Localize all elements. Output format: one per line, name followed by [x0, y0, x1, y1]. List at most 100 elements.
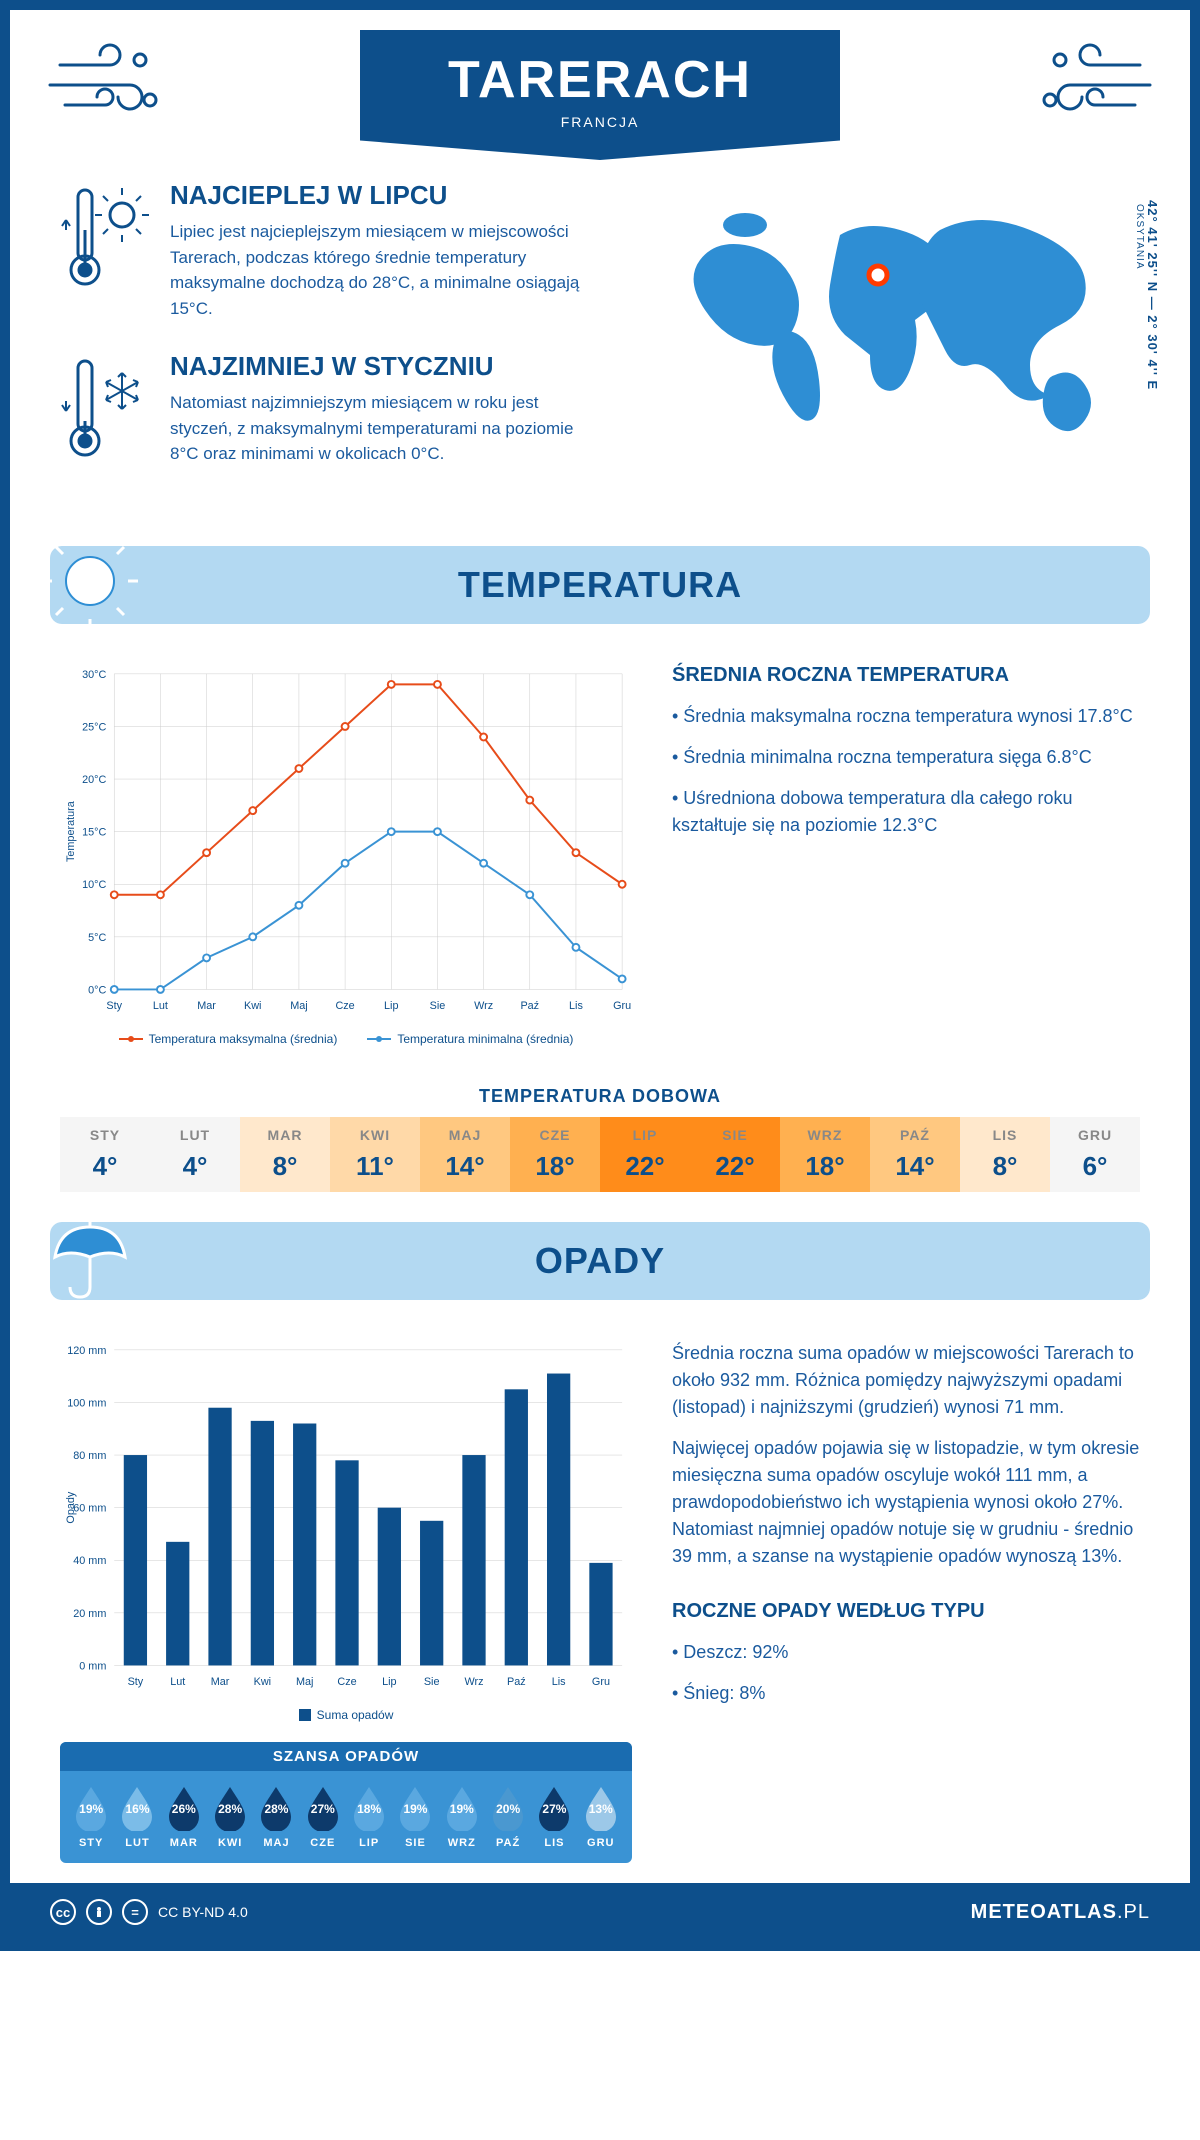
temp-info-heading: ŚREDNIA ROCZNA TEMPERATURA: [672, 664, 1140, 687]
thermometer-snow-icon: [60, 351, 150, 476]
drop-cell: 16%LUT: [114, 1783, 160, 1849]
coords-text: 42° 41' 25'' N — 2° 30' 4'' E: [1145, 200, 1160, 390]
drop-cell: 19%WRZ: [439, 1783, 485, 1849]
svg-text:Lip: Lip: [382, 1676, 396, 1688]
region-text: OKSYTANIA: [1134, 204, 1145, 390]
rain-p2: Najwięcej opadów pojawia się w listopadz…: [672, 1435, 1140, 1570]
intro-section: NAJCIEPLEJ W LIPCU Lipiec jest najcieple…: [10, 150, 1190, 526]
svg-text:Wrz: Wrz: [474, 1000, 493, 1012]
umbrella-icon: [40, 1207, 140, 1307]
svg-text:0°C: 0°C: [88, 984, 106, 996]
temp-dobowa-title: TEMPERATURA DOBOWA: [10, 1086, 1190, 1107]
svg-text:Maj: Maj: [296, 1676, 313, 1688]
temperature-banner: TEMPERATURA: [50, 546, 1150, 624]
drop-cell: 19%SIE: [392, 1783, 438, 1849]
coordinates: 42° 41' 25'' N — 2° 30' 4'' E OKSYTANIA: [1134, 200, 1160, 390]
svg-text:10°C: 10°C: [82, 879, 106, 891]
rain-info: Średnia roczna suma opadów w miejscowośc…: [672, 1340, 1140, 1863]
svg-text:0 mm: 0 mm: [79, 1660, 106, 1672]
svg-text:Kwi: Kwi: [254, 1676, 271, 1688]
svg-text:40 mm: 40 mm: [73, 1555, 106, 1567]
temp-chart-svg: 0°C5°C10°C15°C20°C25°C30°CStyLutMarKwiMa…: [60, 664, 632, 1019]
svg-text:Lis: Lis: [569, 1000, 583, 1012]
intro-left: NAJCIEPLEJ W LIPCU Lipiec jest najcieple…: [60, 180, 630, 506]
daily-temp-strip: STY4°LUT4°MAR8°KWI11°MAJ14°CZE18°LIP22°S…: [60, 1117, 1140, 1192]
temp-cell: CZE18°: [510, 1117, 600, 1192]
precipitation-banner: OPADY: [50, 1222, 1150, 1300]
svg-text:Lut: Lut: [170, 1676, 185, 1688]
temp-info: ŚREDNIA ROCZNA TEMPERATURA • Średnia mak…: [672, 664, 1140, 1046]
svg-text:15°C: 15°C: [82, 827, 106, 839]
svg-text:80 mm: 80 mm: [73, 1450, 106, 1462]
svg-text:Paź: Paź: [520, 1000, 539, 1012]
temp-cell: LIS8°: [960, 1117, 1050, 1192]
svg-text:Maj: Maj: [290, 1000, 307, 1012]
svg-text:Kwi: Kwi: [244, 1000, 261, 1012]
drop-cell: 27%CZE: [300, 1783, 346, 1849]
svg-text:20 mm: 20 mm: [73, 1608, 106, 1620]
svg-text:Sie: Sie: [424, 1676, 440, 1688]
temp-cell: STY4°: [60, 1117, 150, 1192]
temp-info-b2: • Średnia minimalna roczna temperatura s…: [672, 744, 1140, 771]
license-text: CC BY-ND 4.0: [158, 1904, 248, 1920]
svg-text:Gru: Gru: [592, 1676, 610, 1688]
rain-type2: • Śnieg: 8%: [672, 1680, 1140, 1707]
by-icon: [86, 1899, 112, 1925]
sun-icon: [40, 531, 140, 631]
temperature-line-chart: 0°C5°C10°C15°C20°C25°C30°CStyLutMarKwiMa…: [60, 664, 632, 1046]
drop-cell: 19%STY: [68, 1783, 114, 1849]
drop-cell: 13%GRU: [578, 1783, 624, 1849]
cold-body: Natomiast najzimniejszym miesiącem w rok…: [170, 390, 590, 467]
brand-light: .PL: [1117, 1901, 1150, 1923]
temp-title: TEMPERATURA: [458, 564, 742, 605]
svg-text:Sty: Sty: [106, 1000, 122, 1012]
temp-legend: Temperatura maksymalna (średnia) Tempera…: [60, 1032, 632, 1046]
rain-p1: Średnia roczna suma opadów w miejscowośc…: [672, 1340, 1140, 1421]
temp-info-b3: • Uśredniona dobowa temperatura dla całe…: [672, 785, 1140, 839]
footer: cc = CC BY-ND 4.0 METEOATLAS.PL: [10, 1883, 1190, 1941]
rain-legend: Suma opadów: [60, 1708, 632, 1722]
svg-text:Paź: Paź: [507, 1676, 526, 1688]
svg-text:Mar: Mar: [197, 1000, 216, 1012]
temp-cell: WRZ18°: [780, 1117, 870, 1192]
nd-icon: =: [122, 1899, 148, 1925]
drop-cell: 26%MAR: [161, 1783, 207, 1849]
temp-cell: GRU6°: [1050, 1117, 1140, 1192]
svg-text:Cze: Cze: [335, 1000, 354, 1012]
svg-text:Sie: Sie: [430, 1000, 446, 1012]
temp-cell: LUT4°: [150, 1117, 240, 1192]
rain-title: OPADY: [535, 1240, 665, 1281]
legend-min: Temperatura minimalna (średnia): [367, 1032, 573, 1046]
svg-text:Lis: Lis: [552, 1676, 566, 1688]
drop-cell: 20%PAŹ: [485, 1783, 531, 1849]
world-map: 42° 41' 25'' N — 2° 30' 4'' E OKSYTANIA: [660, 180, 1140, 506]
temp-cell: PAŹ14°: [870, 1117, 960, 1192]
rain-type1: • Deszcz: 92%: [672, 1639, 1140, 1666]
drop-cell: 27%LIS: [531, 1783, 577, 1849]
cold-heading: NAJZIMNIEJ W STYCZNIU: [170, 351, 590, 382]
rain-chance-title: SZANSA OPADÓW: [60, 1742, 632, 1771]
rain-chance-box: SZANSA OPADÓW 19%STY16%LUT26%MAR28%KWI28…: [60, 1742, 632, 1863]
svg-text:5°C: 5°C: [88, 932, 106, 944]
warm-heading: NAJCIEPLEJ W LIPCU: [170, 180, 590, 211]
svg-text:Temperatura: Temperatura: [65, 800, 77, 862]
cold-text: NAJZIMNIEJ W STYCZNIU Natomiast najzimni…: [170, 351, 590, 476]
page: TARERACH FRANCJA NAJCIEPLEJ W LIPCU Lipi…: [0, 0, 1200, 1951]
temp-chart-section: 0°C5°C10°C15°C20°C25°C30°CStyLutMarKwiMa…: [10, 644, 1190, 1066]
precipitation-bar-chart: 0 mm20 mm40 mm60 mm80 mm100 mm120 mmStyL…: [60, 1340, 632, 1863]
rain-chance-drops: 19%STY16%LUT26%MAR28%KWI28%MAJ27%CZE18%L…: [60, 1771, 632, 1863]
cold-block: NAJZIMNIEJ W STYCZNIU Natomiast najzimni…: [60, 351, 630, 476]
svg-text:Wrz: Wrz: [464, 1676, 483, 1688]
drop-cell: 28%MAJ: [253, 1783, 299, 1849]
cc-icon: cc: [50, 1899, 76, 1925]
warm-body: Lipiec jest najcieplejszym miesiącem w m…: [170, 219, 590, 321]
wind-icon-left: [40, 30, 180, 130]
temp-info-b1: • Średnia maksymalna roczna temperatura …: [672, 703, 1140, 730]
thermometer-sun-icon: [60, 180, 150, 321]
brand: METEOATLAS.PL: [971, 1901, 1150, 1924]
temp-cell: KWI11°: [330, 1117, 420, 1192]
wind-icon-right: [1020, 30, 1160, 130]
location-title: TARERACH: [360, 50, 840, 110]
drop-cell: 28%KWI: [207, 1783, 253, 1849]
title-banner: TARERACH FRANCJA: [360, 30, 840, 160]
